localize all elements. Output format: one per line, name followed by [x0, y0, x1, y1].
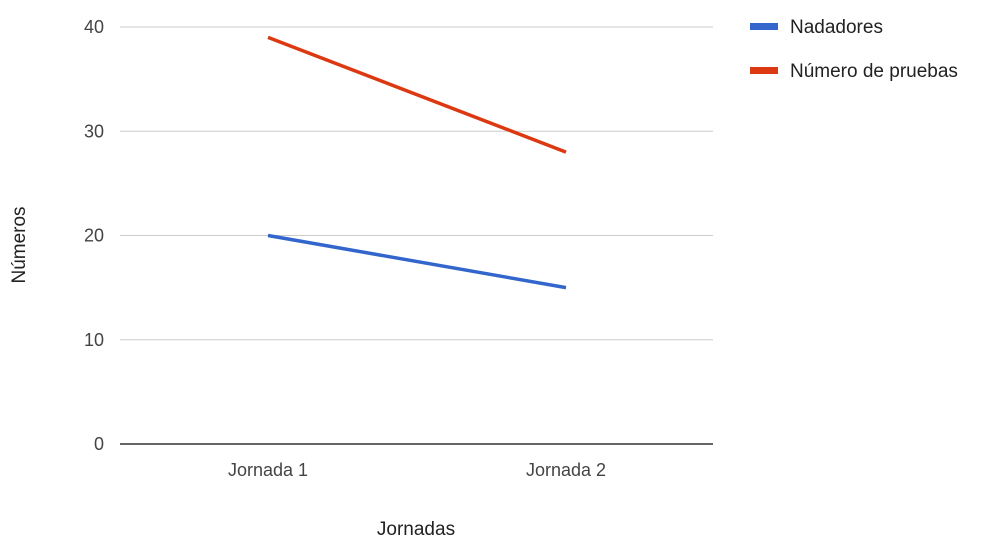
legend-label: Nadadores: [790, 17, 883, 38]
legend-item: Número de pruebas: [750, 61, 958, 82]
gridlines: [120, 26, 713, 341]
series-line-1: [267, 233, 567, 290]
y-axis-title: Números: [9, 206, 30, 283]
y-tick-labels: 0 10 20 30 40: [84, 17, 104, 454]
x-axis-title: Jornadas: [377, 519, 455, 538]
y-tick-label: 40: [84, 17, 104, 37]
x-tick-label: Jornada 1: [228, 460, 308, 480]
legend: Nadadores Número de pruebas: [750, 17, 958, 82]
y-tick-label: 30: [84, 121, 104, 141]
legend-item: Nadadores: [750, 17, 883, 38]
y-tick-label: 0: [94, 434, 104, 454]
y-tick-label: 20: [84, 226, 104, 246]
series-line-2: [267, 35, 567, 154]
series-lines: [267, 35, 567, 290]
legend-label: Número de pruebas: [790, 61, 958, 82]
y-tick-label: 10: [84, 330, 104, 350]
legend-swatch: [750, 67, 778, 74]
legend-swatch: [750, 23, 778, 30]
x-tick-labels: Jornada 1 Jornada 2: [228, 460, 606, 480]
x-tick-label: Jornada 2: [526, 460, 606, 480]
